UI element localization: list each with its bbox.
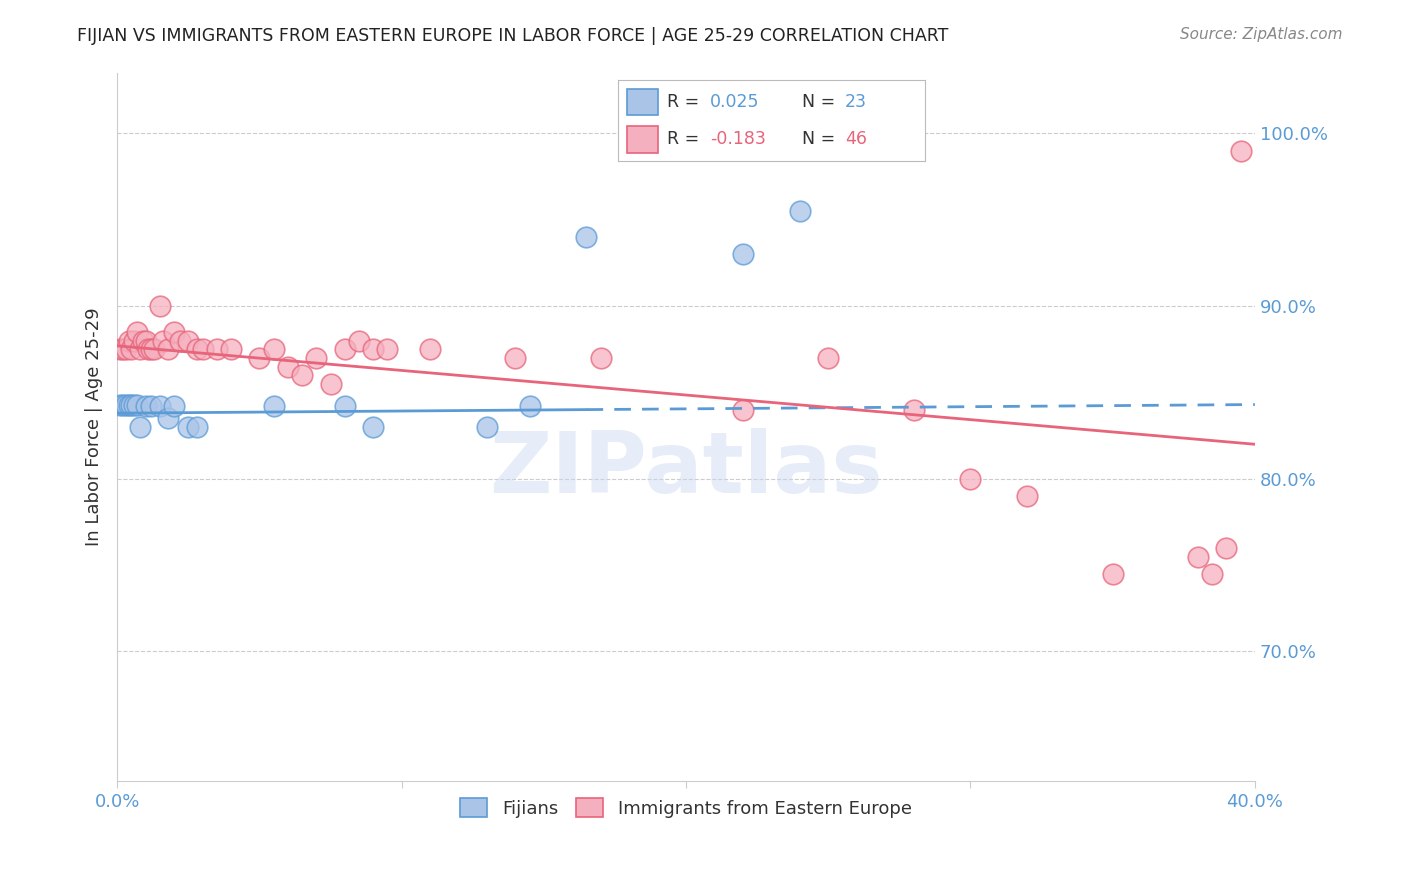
Point	[731, 402, 754, 417]
Point	[122, 334, 145, 348]
Point	[475, 420, 498, 434]
Point	[135, 399, 157, 413]
Point	[117, 334, 139, 348]
Point	[1215, 541, 1237, 555]
Legend: Fijians, Immigrants from Eastern Europe: Fijians, Immigrants from Eastern Europe	[453, 791, 920, 825]
Point	[575, 230, 598, 244]
Point	[117, 398, 139, 412]
Text: Source: ZipAtlas.com: Source: ZipAtlas.com	[1180, 27, 1343, 42]
Text: ZIPatlas: ZIPatlas	[489, 428, 883, 511]
Point	[111, 343, 134, 357]
Point	[377, 343, 399, 357]
Point	[120, 398, 142, 412]
Point	[114, 398, 136, 412]
Point	[122, 398, 145, 412]
Point	[361, 420, 384, 434]
Point	[149, 399, 172, 413]
Point	[277, 359, 299, 374]
Point	[789, 204, 811, 219]
Point	[1017, 489, 1039, 503]
Point	[120, 343, 142, 357]
Point	[263, 343, 285, 357]
Point	[169, 334, 191, 348]
Point	[186, 420, 208, 434]
Point	[138, 343, 160, 357]
Point	[108, 343, 131, 357]
Point	[361, 343, 384, 357]
Text: FIJIAN VS IMMIGRANTS FROM EASTERN EUROPE IN LABOR FORCE | AGE 25-29 CORRELATION : FIJIAN VS IMMIGRANTS FROM EASTERN EUROPE…	[77, 27, 949, 45]
Point	[291, 368, 314, 383]
Y-axis label: In Labor Force | Age 25-29: In Labor Force | Age 25-29	[86, 308, 103, 546]
Point	[127, 398, 149, 412]
Point	[152, 334, 174, 348]
Point	[205, 343, 228, 357]
Point	[132, 334, 155, 348]
Point	[1101, 566, 1123, 581]
Point	[177, 334, 200, 348]
Point	[333, 399, 356, 413]
Point	[141, 399, 163, 413]
Point	[163, 325, 186, 339]
Point	[505, 351, 527, 365]
Point	[731, 247, 754, 261]
Point	[1229, 144, 1251, 158]
Point	[589, 351, 612, 365]
Point	[1201, 566, 1223, 581]
Point	[177, 420, 200, 434]
Point	[157, 343, 180, 357]
Point	[135, 334, 157, 348]
Point	[263, 399, 285, 413]
Point	[903, 402, 925, 417]
Point	[129, 343, 152, 357]
Point	[959, 472, 981, 486]
Point	[127, 325, 149, 339]
Point	[1187, 549, 1209, 564]
Point	[114, 343, 136, 357]
Point	[157, 411, 180, 425]
Point	[163, 399, 186, 413]
Point	[347, 334, 370, 348]
Point	[143, 343, 166, 357]
Point	[191, 343, 214, 357]
Point	[519, 399, 541, 413]
Point	[817, 351, 839, 365]
Point	[129, 420, 152, 434]
Point	[305, 351, 328, 365]
Point	[419, 343, 441, 357]
Point	[247, 351, 270, 365]
Point	[333, 343, 356, 357]
Point	[219, 343, 242, 357]
Point	[141, 343, 163, 357]
Point	[111, 398, 134, 412]
Point	[186, 343, 208, 357]
Point	[149, 299, 172, 313]
Point	[108, 398, 131, 412]
Point	[319, 376, 342, 391]
